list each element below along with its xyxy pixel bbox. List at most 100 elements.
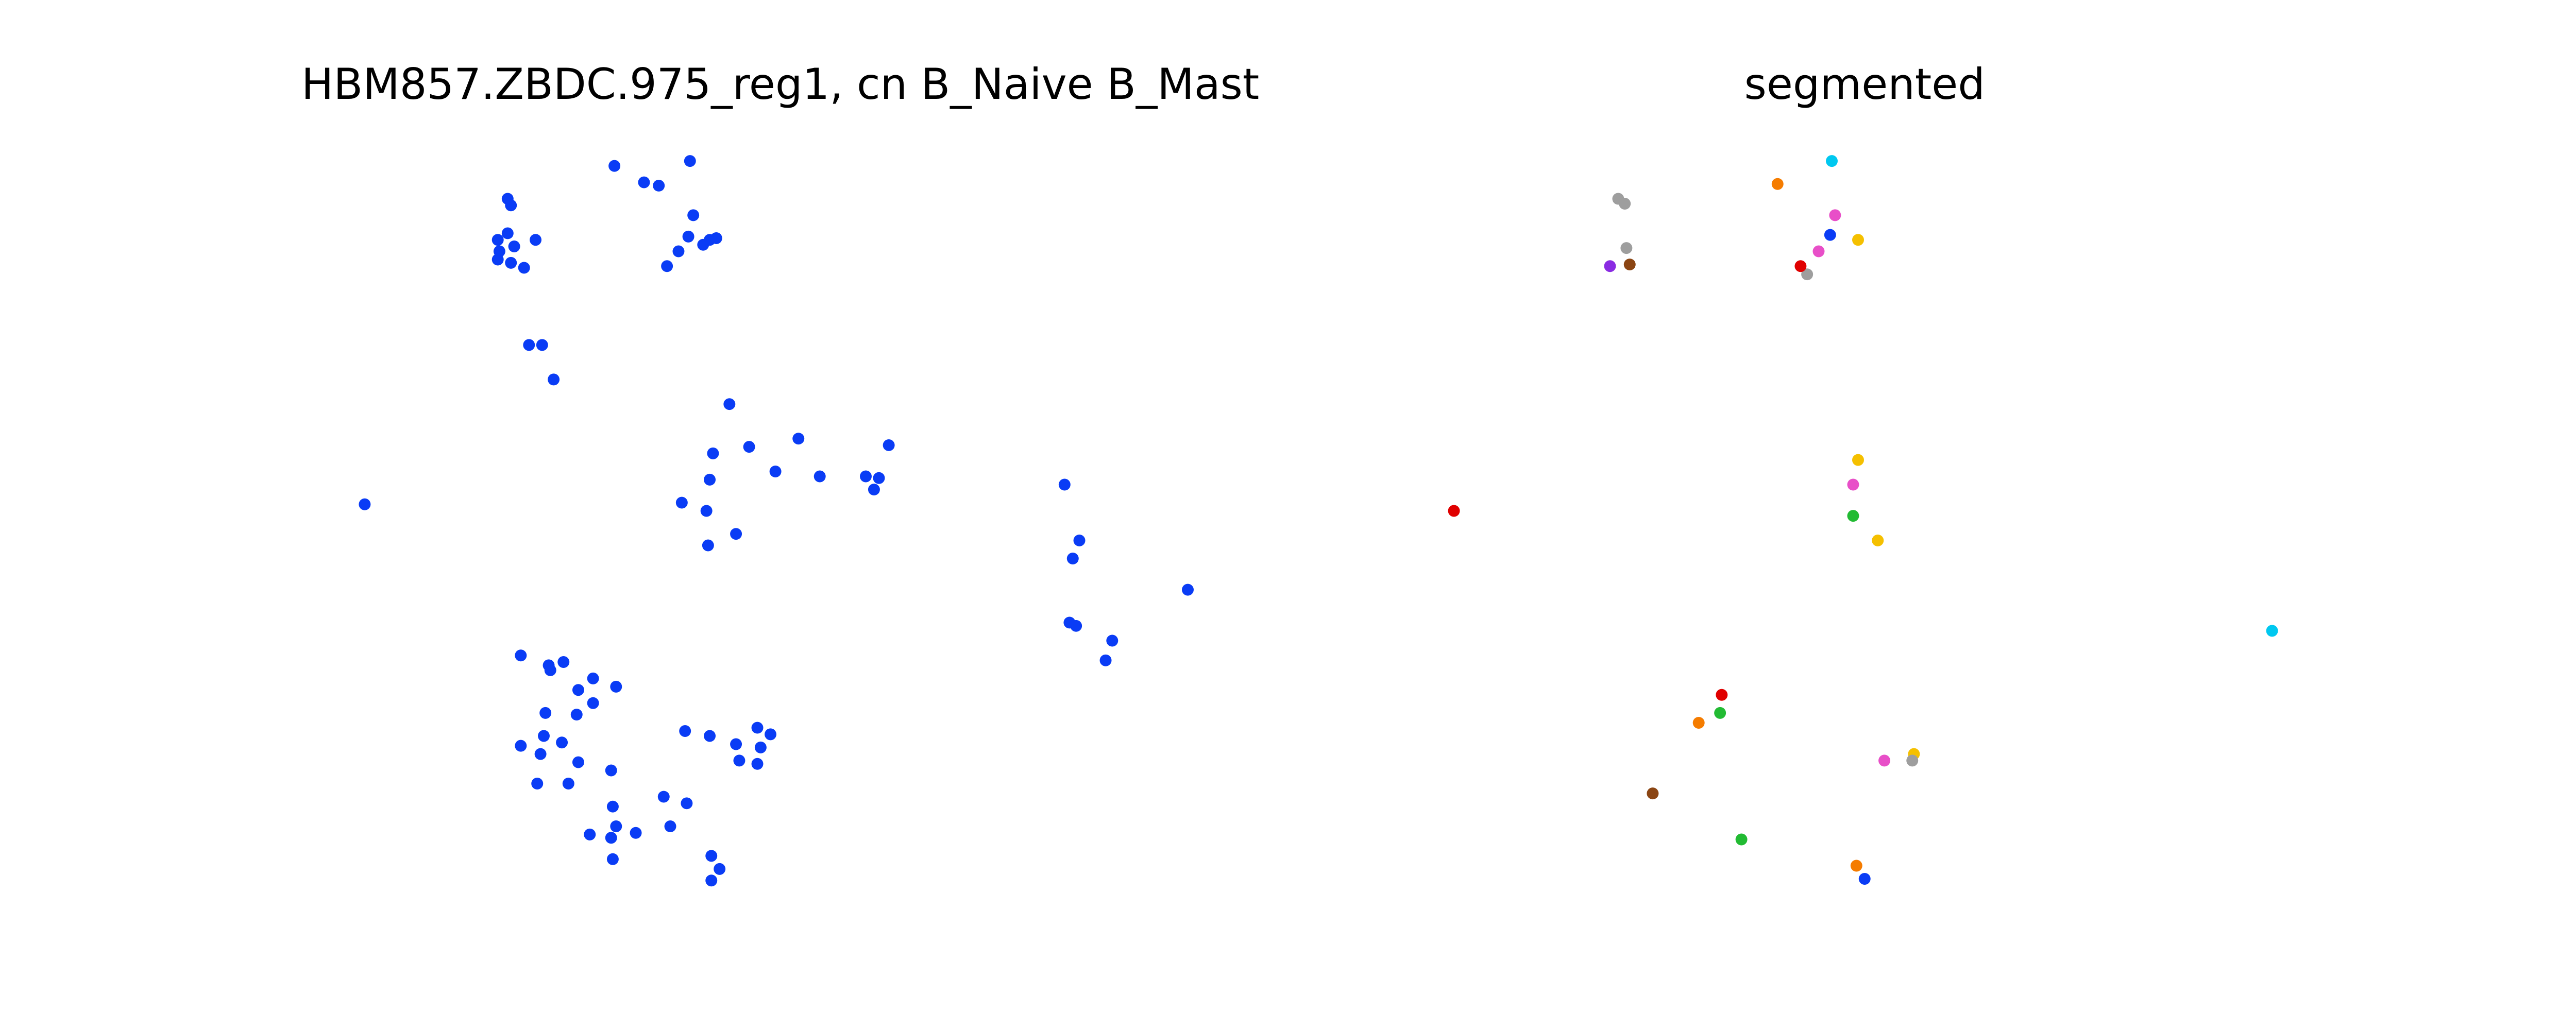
point (733, 754, 745, 767)
point (730, 738, 742, 750)
point (1812, 245, 1825, 258)
point (606, 800, 619, 813)
point (570, 709, 583, 721)
point (1872, 534, 1884, 546)
point (505, 199, 517, 212)
point (697, 238, 709, 251)
point (359, 498, 371, 510)
point (751, 758, 764, 770)
point (743, 441, 755, 453)
point (814, 470, 826, 483)
point (682, 230, 694, 243)
point (584, 828, 596, 840)
point (714, 863, 726, 875)
point (501, 227, 514, 239)
point (515, 740, 527, 752)
point (883, 439, 895, 451)
point (492, 234, 504, 246)
point (730, 528, 742, 540)
point (661, 260, 673, 272)
point (704, 730, 716, 742)
point (538, 730, 550, 742)
point (587, 697, 599, 709)
point (572, 684, 584, 696)
point (544, 664, 556, 676)
point (1824, 229, 1836, 241)
point (1647, 787, 1659, 800)
point (534, 748, 547, 760)
point (2266, 625, 2278, 637)
point (705, 874, 718, 887)
point (751, 722, 764, 734)
point (515, 649, 527, 662)
point (608, 160, 621, 172)
point (1070, 620, 1082, 632)
point (505, 256, 517, 269)
point (1829, 209, 1841, 221)
point (679, 725, 691, 737)
point (1073, 534, 1086, 546)
point (1801, 268, 1814, 281)
point (539, 707, 552, 719)
point (536, 339, 548, 351)
chart-title: HBM857.ZBDC.975_reg1, cn B_Naive B_Mast (301, 59, 1259, 109)
point (792, 433, 805, 445)
point (606, 853, 619, 865)
point (1448, 505, 1460, 517)
point (1735, 833, 1748, 846)
point (1619, 198, 1631, 210)
point (873, 472, 885, 484)
point (702, 539, 714, 552)
point (1066, 553, 1079, 565)
point (657, 791, 670, 803)
point (556, 736, 568, 749)
chart-title: segmented (1744, 59, 1985, 109)
point (1852, 234, 1864, 246)
point (1852, 454, 1864, 466)
point (664, 820, 676, 832)
point (1604, 260, 1616, 272)
point (1716, 689, 1728, 701)
point (754, 741, 767, 753)
point (707, 447, 719, 459)
point (653, 179, 665, 192)
point (723, 398, 736, 410)
point (531, 778, 544, 790)
point (684, 155, 696, 167)
point (1794, 260, 1807, 272)
point (769, 465, 782, 477)
point (530, 234, 542, 246)
point (493, 245, 505, 258)
point (557, 656, 570, 668)
point (518, 262, 530, 274)
point (587, 672, 599, 684)
point (1714, 707, 1726, 719)
point (700, 505, 713, 517)
point (687, 209, 700, 221)
point (681, 797, 693, 810)
point (1106, 634, 1118, 647)
point (630, 827, 642, 839)
point (1906, 754, 1919, 767)
point (548, 373, 560, 386)
point (610, 680, 622, 693)
point (1847, 478, 1859, 491)
point (562, 778, 574, 790)
point (508, 240, 520, 252)
point (1771, 178, 1784, 190)
point (1858, 873, 1871, 885)
point (868, 484, 880, 496)
point (1847, 510, 1859, 522)
point (710, 232, 722, 245)
point (1850, 860, 1862, 872)
point (1058, 478, 1071, 491)
point (605, 764, 617, 777)
point (672, 245, 685, 258)
point (1182, 583, 1194, 596)
point (1099, 654, 1112, 666)
point (860, 470, 872, 483)
point (765, 728, 777, 741)
point (1826, 155, 1838, 167)
